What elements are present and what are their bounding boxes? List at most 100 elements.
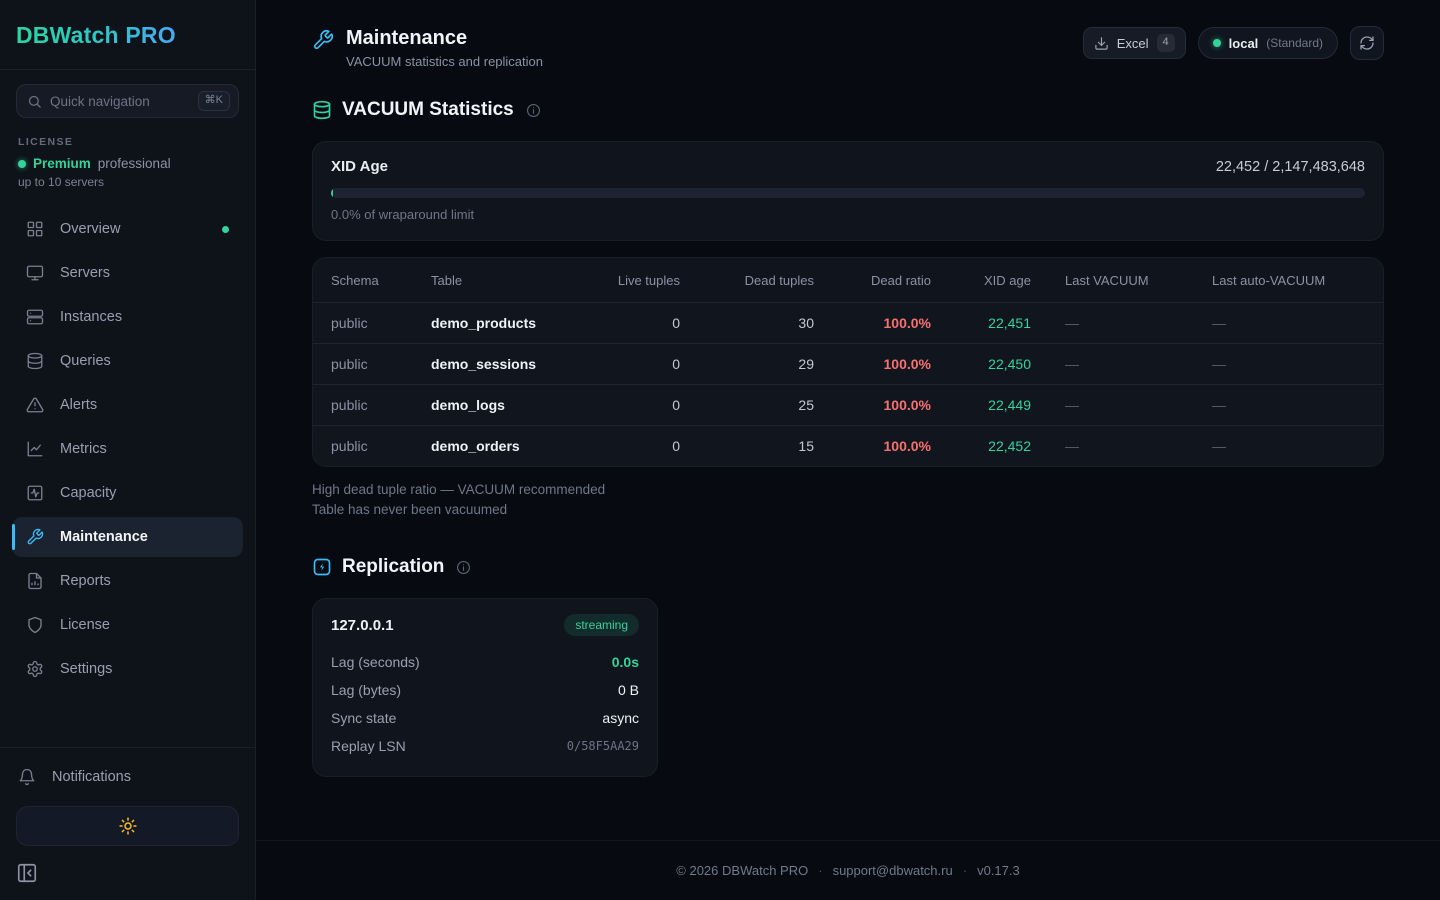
line-chart-icon	[26, 440, 44, 458]
sidebar-item-maintenance[interactable]: Maintenance	[12, 517, 243, 557]
export-excel-button[interactable]: Excel 4	[1082, 27, 1186, 59]
sidebar-item-label: Capacity	[60, 485, 117, 501]
xid-caption: 0.0% of wraparound limit	[331, 207, 475, 222]
refresh-icon	[1359, 35, 1375, 51]
column-header-schema: Schema	[331, 272, 379, 288]
sidebar-item-label: Metrics	[60, 441, 107, 457]
search-input[interactable]	[50, 93, 190, 109]
column-header-xid-age: XID age	[984, 272, 1031, 288]
cell-xid-age: 22,452	[988, 438, 1031, 454]
note-dead-tuple-ratio: High dead tuple ratio — VACUUM recommend…	[312, 482, 606, 497]
cell-xid-age: 22,450	[988, 356, 1031, 372]
bell-icon	[18, 768, 36, 786]
sidebar-item-label: Queries	[60, 353, 111, 369]
server-icon	[26, 308, 44, 326]
replication-metric-row: Sync state async	[331, 704, 639, 732]
refresh-button[interactable]	[1350, 26, 1384, 60]
environment-type: (Standard)	[1266, 36, 1323, 50]
cell-last-auto-vacuum: —	[1212, 438, 1226, 454]
cell-last-vacuum: —	[1065, 438, 1079, 454]
sidebar-item-label: Instances	[60, 309, 123, 325]
sidebar-item-servers[interactable]: Servers	[12, 253, 243, 293]
cell-dead-ratio: 100.0%	[883, 315, 931, 331]
page-footer: © 2026 DBWatch PRO · support@dbwatch.ru …	[256, 840, 1440, 900]
column-header-last-auto-vacuum: Last auto-VACUUM	[1212, 272, 1326, 288]
page-header: Maintenance VACUUM statistics and replic…	[256, 0, 1440, 69]
brand-suffix: PRO	[125, 22, 176, 48]
cell-schema: public	[331, 397, 368, 413]
sidebar: DBWatch PRO ⌘K LICENSE Premium professio…	[0, 0, 256, 900]
collapse-sidebar-button[interactable]	[16, 862, 40, 886]
sidebar-item-label: Settings	[60, 661, 113, 677]
table-row[interactable]: public demo_logs 0 25 100.0% 22,449 — —	[313, 384, 1383, 425]
search-shortcut-chip: ⌘K	[197, 91, 230, 111]
gear-icon	[26, 660, 44, 678]
sidebar-item-reports[interactable]: Reports	[12, 561, 243, 601]
sidebar-item-label: Alerts	[60, 397, 98, 413]
dashboard-icon	[26, 220, 44, 238]
footer-version: v0.17.3	[977, 863, 1020, 878]
cell-dead-tuples: 29	[798, 356, 814, 372]
environment-selector[interactable]: local (Standard)	[1197, 27, 1338, 59]
cell-dead-tuples: 30	[798, 315, 814, 331]
table-row[interactable]: public demo_products 0 30 100.0% 22,451 …	[313, 302, 1383, 343]
replication-section-title: Replication	[342, 556, 445, 577]
sidebar-item-label: Maintenance	[60, 529, 148, 545]
cell-live-tuples: 0	[672, 438, 680, 454]
sidebar-item-instances[interactable]: Instances	[12, 297, 243, 337]
cell-dead-tuples: 25	[798, 397, 814, 413]
shield-icon	[26, 616, 44, 634]
replication-metric-row: Replay LSN 0/58F5AA29	[331, 732, 639, 760]
theme-toggle-button[interactable]	[16, 806, 239, 846]
replication-status-badge: streaming	[564, 614, 639, 637]
column-header-table: Table	[431, 272, 463, 288]
column-header-dead-ratio: Dead ratio	[871, 272, 931, 288]
sidebar-item-queries[interactable]: Queries	[12, 341, 243, 381]
footer-email: support@dbwatch.ru	[832, 863, 953, 878]
footer-separator: ·	[962, 863, 968, 878]
table-row[interactable]: public demo_sessions 0 29 100.0% 22,450 …	[313, 343, 1383, 384]
replication-section-heading: Replication	[312, 556, 1384, 578]
license-tier: Premium	[33, 156, 91, 171]
page-subtitle: VACUUM statistics and replication	[346, 54, 543, 69]
sidebar-item-capacity[interactable]: Capacity	[12, 473, 243, 513]
cell-xid-age: 22,451	[988, 315, 1031, 331]
info-icon[interactable]	[456, 560, 471, 575]
table-row[interactable]: public demo_orders 0 15 100.0% 22,452 — …	[313, 425, 1383, 466]
brand-name: DBWatch	[16, 22, 119, 48]
sidebar-item-alerts[interactable]: Alerts	[12, 385, 243, 425]
xid-age-label: XID Age	[331, 158, 388, 175]
quick-navigation-search[interactable]: ⌘K	[16, 84, 239, 118]
sidebar-item-license[interactable]: License	[12, 605, 243, 645]
sidebar-item-settings[interactable]: Settings	[12, 649, 243, 689]
cell-last-auto-vacuum: —	[1212, 397, 1226, 413]
info-icon[interactable]	[526, 103, 541, 118]
license-heading: LICENSE	[18, 136, 74, 148]
cell-last-auto-vacuum: —	[1212, 356, 1226, 372]
report-file-icon	[26, 572, 44, 590]
sun-icon	[118, 817, 137, 835]
cell-table-name: demo_logs	[431, 397, 505, 413]
vacuum-table: Schema Table Live tuples Dead tuples Dea…	[312, 257, 1384, 467]
license-edition: professional	[97, 156, 171, 171]
cell-live-tuples: 0	[672, 356, 680, 372]
cell-last-vacuum: —	[1065, 356, 1079, 372]
xid-progress-fill	[331, 188, 334, 198]
replication-metric-row: Lag (seconds) 0.0s	[331, 648, 639, 676]
sidebar-item-label: Overview	[60, 221, 121, 237]
main-area: Maintenance VACUUM statistics and replic…	[256, 0, 1440, 900]
xid-age-card: XID Age 22,452 / 2,147,483,648 0.0% of w…	[312, 141, 1384, 241]
cell-dead-ratio: 100.0%	[883, 438, 931, 454]
license-limit: up to 10 servers	[18, 175, 105, 189]
download-icon	[1094, 36, 1109, 51]
sidebar-item-overview[interactable]: Overview	[12, 209, 243, 249]
notifications-button[interactable]: Notifications	[16, 762, 239, 792]
metric-label: Sync state	[331, 710, 397, 727]
sidebar-item-metrics[interactable]: Metrics	[12, 429, 243, 469]
cell-xid-age: 22,449	[988, 397, 1031, 413]
environment-name: local	[1228, 35, 1259, 51]
notifications-label: Notifications	[52, 769, 131, 785]
cell-last-vacuum: —	[1065, 315, 1079, 331]
vacuum-section-heading: VACUUM Statistics	[312, 99, 1384, 121]
cell-last-auto-vacuum: —	[1212, 315, 1226, 331]
